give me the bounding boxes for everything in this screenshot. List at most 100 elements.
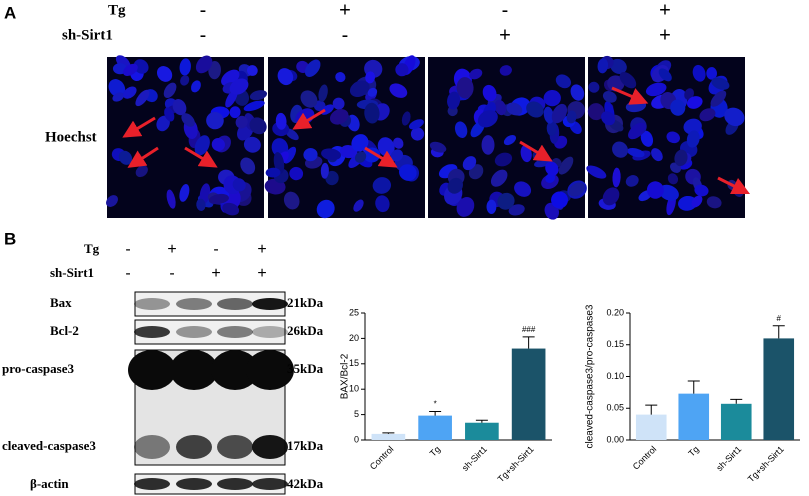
panel-letter: A (4, 3, 16, 22)
arrow (364, 146, 398, 168)
nucleus (112, 92, 125, 102)
blot-band (211, 350, 259, 390)
nucleus (351, 134, 369, 152)
error-bar (645, 404, 658, 415)
nucleus (686, 96, 703, 109)
bar (511, 348, 546, 440)
y-tick-label: 10 (349, 384, 359, 394)
nucleus (135, 89, 150, 107)
nucleus (372, 177, 392, 194)
nucleus (106, 195, 118, 207)
nucleus (684, 88, 694, 100)
arrow (519, 140, 553, 162)
nucleus (612, 167, 621, 188)
nucleus (482, 84, 497, 102)
error-bar (687, 380, 700, 394)
nucleus (506, 102, 523, 116)
blot-size: 42kDa (287, 476, 324, 491)
nucleus (646, 181, 664, 199)
nucleus (670, 99, 686, 116)
error-bar (730, 398, 743, 404)
annotation: * (434, 400, 437, 409)
nucleus (332, 97, 345, 110)
nucleus (190, 80, 201, 93)
nucleus (133, 59, 149, 74)
nucleus (543, 89, 561, 107)
nucleus (691, 195, 703, 208)
nucleus (692, 64, 706, 82)
nucleus (123, 86, 137, 99)
x-tick-label: Tg+sh-Sirt1 (496, 444, 536, 484)
nucleus (375, 195, 390, 213)
microscopy (106, 55, 751, 220)
nucleus (724, 107, 745, 127)
nucleus (166, 189, 176, 209)
condition-sign: + (659, 0, 671, 21)
nucleus (181, 113, 195, 127)
nucleus (481, 135, 495, 155)
nucleus (179, 58, 191, 76)
blot-band (176, 435, 212, 459)
blot-band (176, 326, 212, 338)
nucleus (408, 119, 424, 130)
nucleus (135, 165, 148, 178)
nucleus (303, 148, 318, 162)
nucleus (240, 157, 256, 175)
y-tick-label: 25 (349, 307, 359, 317)
nucleus (395, 63, 409, 77)
annotation: # (777, 314, 782, 323)
condition-sign: - (125, 265, 130, 282)
nucleus (494, 152, 513, 167)
nucleus (619, 72, 637, 89)
nucleus (199, 183, 211, 205)
nucleus (586, 165, 607, 179)
nucleus (587, 103, 605, 121)
nucleus (545, 161, 559, 176)
y-tick-label: 0.00 (606, 434, 624, 444)
nucleus (325, 170, 339, 186)
nucleus (645, 82, 667, 97)
nucleus (494, 99, 507, 116)
nucleus (194, 135, 210, 156)
condition-sign: + (339, 0, 351, 21)
blot-size: 17kDa (287, 438, 324, 453)
nucleus (289, 166, 304, 181)
y-tick-label: 0.10 (606, 371, 624, 381)
nucleus (180, 75, 190, 86)
y-tick-label: 5 (354, 409, 359, 419)
condition-sign: - (342, 24, 349, 46)
nucleus (477, 110, 498, 128)
nucleus (454, 121, 468, 139)
nucleus (354, 151, 367, 163)
nucleus (316, 199, 335, 219)
bar (678, 393, 710, 440)
nucleus (401, 111, 411, 126)
nucleus (651, 148, 663, 162)
nucleus (265, 167, 281, 178)
nucleus (123, 63, 138, 76)
nucleus (429, 141, 447, 153)
nucleus (172, 99, 187, 116)
nucleus (710, 90, 727, 107)
nucleus (304, 59, 321, 77)
nucleus (551, 191, 569, 209)
y-tick-label: 15 (349, 358, 359, 368)
nucleus (156, 66, 173, 82)
x-tick-label: Control (368, 444, 396, 472)
nucleus (490, 169, 508, 187)
nucleus (229, 78, 249, 95)
blot-band (176, 298, 212, 310)
nucleus (497, 192, 515, 210)
blot-label: Bax (50, 295, 72, 310)
nucleus (222, 202, 240, 216)
y-tick-label: 0 (354, 434, 359, 444)
nucleus (353, 199, 364, 212)
blot-band (252, 435, 288, 459)
nucleus (520, 144, 532, 163)
x-tick-label: Tg+sh-Sirt1 (746, 444, 786, 484)
nucleus (232, 178, 246, 192)
nucleus (206, 111, 224, 130)
nucleus (349, 80, 370, 97)
nucleus (243, 136, 261, 153)
nucleus (164, 107, 175, 122)
